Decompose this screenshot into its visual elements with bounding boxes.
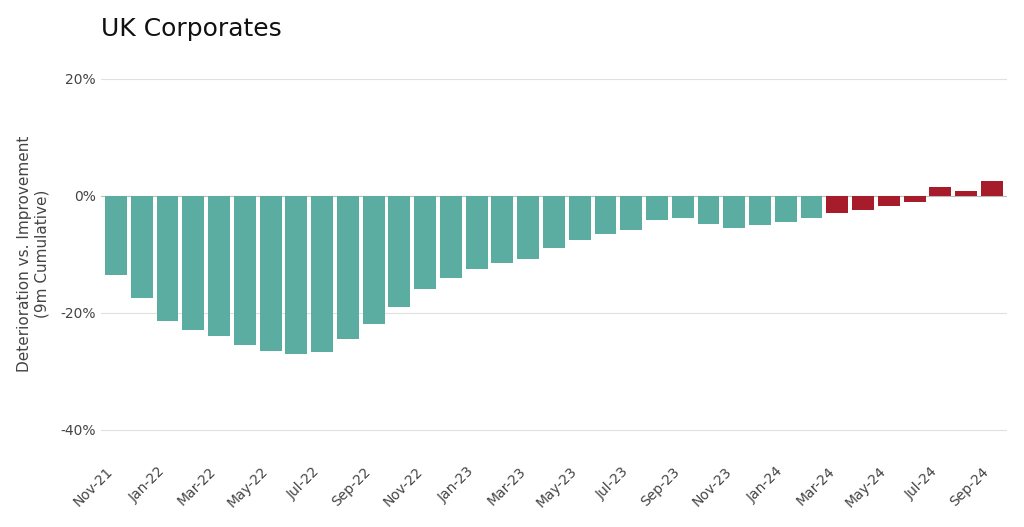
Bar — [260, 196, 282, 350]
Bar — [568, 196, 591, 240]
Bar — [466, 196, 487, 269]
Y-axis label: Deterioration vs. Improvement
(9m Cumulative): Deterioration vs. Improvement (9m Cumula… — [16, 136, 49, 373]
Bar — [981, 181, 1002, 196]
Bar — [131, 196, 153, 298]
Bar — [543, 196, 565, 248]
Bar — [388, 196, 411, 307]
Bar — [852, 196, 874, 210]
Bar — [182, 196, 204, 330]
Bar — [697, 196, 720, 224]
Bar — [517, 196, 539, 259]
Bar — [775, 196, 797, 222]
Bar — [750, 196, 771, 225]
Bar — [878, 196, 900, 206]
Bar — [362, 196, 385, 324]
Bar — [646, 196, 668, 220]
Bar — [105, 196, 127, 275]
Bar — [337, 196, 358, 339]
Bar — [440, 196, 462, 278]
Bar — [930, 187, 951, 196]
Bar — [595, 196, 616, 233]
Text: UK Corporates: UK Corporates — [100, 17, 282, 41]
Bar — [492, 196, 513, 263]
Bar — [286, 196, 307, 354]
Bar — [903, 196, 926, 201]
Bar — [801, 196, 822, 218]
Bar — [826, 196, 848, 213]
Bar — [157, 196, 178, 321]
Bar — [233, 196, 256, 345]
Bar — [414, 196, 436, 289]
Bar — [955, 191, 977, 196]
Bar — [621, 196, 642, 230]
Bar — [208, 196, 230, 336]
Bar — [672, 196, 693, 218]
Bar — [723, 196, 745, 228]
Bar — [311, 196, 333, 353]
